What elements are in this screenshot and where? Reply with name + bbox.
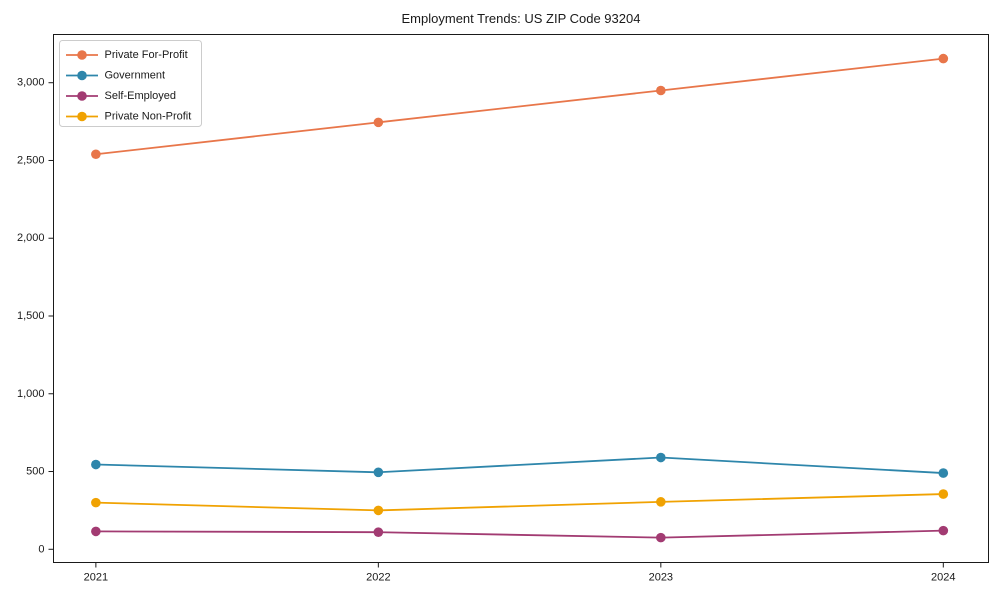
data-point bbox=[91, 526, 101, 537]
legend-label: Self-Employed bbox=[105, 90, 177, 102]
data-point bbox=[373, 467, 384, 478]
legend-item: Government bbox=[66, 70, 165, 82]
data-point bbox=[656, 532, 666, 543]
data-point bbox=[656, 497, 666, 507]
legend-label: Government bbox=[105, 70, 166, 82]
series-line bbox=[95, 493, 944, 512]
data-point bbox=[656, 452, 666, 463]
series-line bbox=[95, 456, 944, 474]
data-point bbox=[91, 149, 101, 160]
data-point bbox=[373, 117, 384, 128]
y-axis-tick-label: 3,000 bbox=[17, 77, 45, 89]
data-point bbox=[938, 489, 949, 499]
x-axis-tick-label: 2023 bbox=[649, 572, 673, 584]
data-point bbox=[373, 527, 384, 537]
legend-label: Private Non-Profit bbox=[105, 111, 192, 123]
data-point bbox=[91, 497, 101, 508]
y-axis-tick-label: 1,000 bbox=[17, 388, 45, 400]
data-point bbox=[656, 85, 666, 96]
series-line bbox=[95, 529, 944, 539]
y-axis-tick-label: 1,500 bbox=[17, 310, 45, 322]
x-axis-tick-label: 2021 bbox=[84, 572, 108, 584]
series-line bbox=[95, 57, 944, 156]
legend-marker-dot bbox=[77, 50, 87, 60]
legend-item: Private Non-Profit bbox=[66, 111, 191, 123]
data-point bbox=[938, 53, 949, 64]
data-point bbox=[373, 505, 384, 516]
legend-item: Private For-Profit bbox=[66, 49, 188, 61]
y-axis-tick-label: 0 bbox=[38, 543, 44, 555]
y-axis-tick-label: 2,000 bbox=[17, 232, 45, 244]
plot-frame bbox=[53, 34, 989, 563]
data-point bbox=[938, 468, 949, 478]
x-axis-tick-label: 2024 bbox=[931, 572, 955, 584]
y-axis-tick-label: 500 bbox=[26, 466, 44, 478]
legend-marker-dot bbox=[77, 70, 87, 81]
legend-item: Self-Employed bbox=[66, 90, 176, 102]
chart-title: Employment Trends: US ZIP Code 93204 bbox=[401, 11, 641, 26]
x-axis-tick-label: 2022 bbox=[366, 572, 390, 584]
legend-marker-dot bbox=[77, 111, 87, 122]
legend: Private For-Profit Government Self-Employe… bbox=[59, 40, 202, 127]
data-point bbox=[938, 525, 949, 536]
legend-box bbox=[59, 40, 202, 127]
data-point bbox=[91, 459, 101, 470]
y-axis-tick-label: 2,500 bbox=[17, 154, 45, 166]
legend-label: Private For-Profit bbox=[105, 49, 188, 61]
legend-marker-dot bbox=[77, 91, 87, 101]
